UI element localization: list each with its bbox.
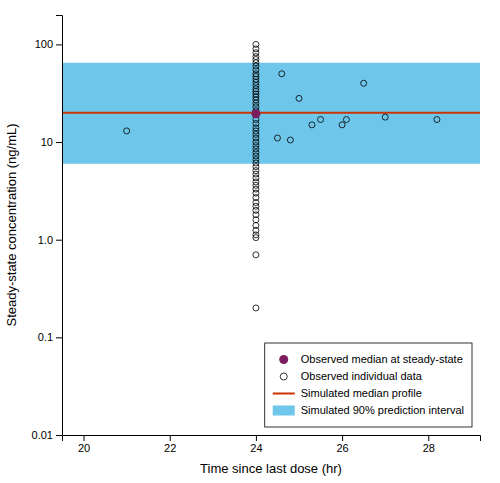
point bbox=[339, 122, 345, 128]
y-tick-mark bbox=[56, 435, 62, 436]
x-axis: 20 22 24 26 28 bbox=[63, 435, 481, 454]
point bbox=[253, 168, 259, 174]
point bbox=[296, 95, 302, 101]
y-tick-mark bbox=[56, 142, 62, 143]
point bbox=[253, 82, 259, 88]
x-tick-mark bbox=[256, 435, 257, 441]
x-axis-line bbox=[63, 436, 481, 442]
legend-swatch bbox=[280, 373, 287, 380]
x-tick-label: 24 bbox=[250, 442, 262, 454]
point bbox=[253, 217, 259, 223]
x-axis-title: Time since last dose (hr) bbox=[200, 461, 342, 476]
y-tick-mark bbox=[56, 337, 62, 338]
point bbox=[253, 100, 259, 106]
point bbox=[343, 117, 349, 123]
legend-box bbox=[265, 343, 472, 427]
y-tick-label: 10 bbox=[41, 136, 53, 148]
point bbox=[124, 128, 130, 134]
x-tick-label: 26 bbox=[336, 442, 348, 454]
legend-label: Simulated 90% prediction interval bbox=[301, 404, 464, 416]
point bbox=[274, 135, 280, 141]
point bbox=[287, 137, 293, 143]
x-tick: 28 bbox=[423, 435, 435, 454]
chart: 20 22 24 26 28 0.01 0.1 1.0 10 100 Observed median… bbox=[0, 0, 500, 483]
y-axis-title: Steady-state concentration (ng/mL) bbox=[4, 123, 19, 326]
point bbox=[434, 117, 440, 123]
x-tick-mark bbox=[342, 435, 343, 441]
x-tick-label: 20 bbox=[78, 442, 90, 454]
legend-label: Observed median at steady-state bbox=[301, 353, 463, 365]
plot: 20 22 24 26 28 0.01 0.1 1.0 10 100 Observed median… bbox=[32, 16, 481, 454]
legend: Observed median at steady-state Observed … bbox=[265, 343, 472, 427]
point bbox=[253, 160, 259, 166]
point-group bbox=[124, 41, 440, 311]
y-tick: 1.0 bbox=[38, 234, 62, 246]
median-line bbox=[62, 112, 480, 114]
y-tick: 0.1 bbox=[38, 331, 62, 343]
point bbox=[251, 109, 260, 118]
y-tick-mark bbox=[56, 240, 62, 241]
prediction-band bbox=[62, 63, 480, 164]
legend-label: Simulated median profile bbox=[301, 387, 422, 399]
legend-item: Observed median at steady-state bbox=[279, 353, 463, 365]
point bbox=[309, 122, 315, 128]
x-tick-label: 22 bbox=[164, 442, 176, 454]
y-tick-label: 0.1 bbox=[38, 331, 53, 343]
point bbox=[318, 117, 324, 123]
x-tick-mark bbox=[84, 435, 85, 441]
y-tick-label: 1.0 bbox=[38, 234, 53, 246]
x-tick: 20 bbox=[78, 435, 90, 454]
x-tick: 22 bbox=[164, 435, 176, 454]
y-axis: 0.01 0.1 1.0 10 100 bbox=[32, 16, 63, 442]
point bbox=[253, 305, 259, 311]
y-tick-label: 0.01 bbox=[32, 429, 53, 441]
x-tick-mark bbox=[170, 435, 171, 441]
y-tick: 100 bbox=[35, 38, 62, 50]
legend-swatch bbox=[273, 406, 295, 416]
point bbox=[382, 114, 388, 120]
point bbox=[253, 139, 259, 145]
x-tick: 26 bbox=[336, 435, 348, 454]
y-tick: 0.01 bbox=[32, 429, 62, 441]
point bbox=[253, 235, 259, 241]
x-tick: 24 bbox=[250, 435, 262, 454]
point-group bbox=[251, 109, 260, 118]
y-tick-mark bbox=[56, 44, 62, 45]
point bbox=[361, 80, 367, 86]
y-tick-label: 100 bbox=[35, 38, 53, 50]
legend-item: Simulated 90% prediction interval bbox=[273, 404, 464, 416]
legend-item: Observed individual data bbox=[280, 370, 422, 382]
y-tick: 10 bbox=[41, 136, 62, 148]
legend-item: Simulated median profile bbox=[273, 387, 422, 399]
marks bbox=[62, 41, 480, 311]
x-tick-label: 28 bbox=[423, 442, 435, 454]
legend-swatch bbox=[279, 355, 288, 364]
x-tick-mark bbox=[428, 435, 429, 441]
legend-label: Observed individual data bbox=[301, 370, 423, 382]
y-axis-line bbox=[56, 16, 63, 436]
point bbox=[253, 252, 259, 258]
point bbox=[279, 71, 285, 77]
legend-swatch bbox=[273, 393, 295, 395]
